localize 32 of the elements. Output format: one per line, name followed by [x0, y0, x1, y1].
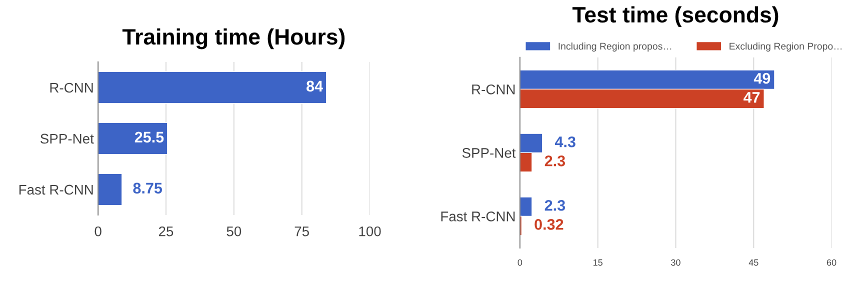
data-label: 84 — [306, 80, 323, 92]
data-label: 0.32 — [534, 219, 564, 230]
x-tick-label: 15 — [594, 259, 602, 266]
chart-title: Training time (Hours) — [122, 28, 345, 50]
data-label: 2.3 — [544, 155, 566, 166]
y-tick-label: R-CNN — [50, 82, 93, 93]
bar — [98, 173, 122, 206]
data-label: 4.3 — [554, 136, 576, 148]
legend-label: Including Region propos… — [558, 42, 672, 52]
data-label: 25.5 — [134, 132, 164, 143]
x-tick-label: 45 — [748, 259, 758, 266]
y-tick-label: R-CNN — [472, 84, 515, 94]
y-tick-label: SPP-Net — [40, 134, 94, 144]
x-tick-label: 25 — [158, 226, 174, 236]
x-tick-label: 100 — [359, 226, 381, 236]
data-label: 47 — [744, 92, 760, 103]
y-tick-label: Fast R-CNN — [441, 212, 515, 222]
x-tick-label: 30 — [671, 259, 680, 266]
data-label: 2.3 — [544, 200, 566, 211]
x-tick-label: 50 — [226, 226, 242, 236]
y-tick-label: SPP-Net — [462, 148, 516, 158]
bar — [98, 122, 168, 155]
data-label: 8.75 — [133, 182, 162, 194]
chart-title: Test time (seconds) — [572, 6, 778, 27]
y-tick-label: Fast R-CNN — [19, 184, 93, 195]
x-tick-label: 75 — [294, 226, 309, 236]
data-label: 49 — [754, 72, 770, 84]
x-tick-label: 0 — [518, 259, 522, 266]
x-tick-label: 0 — [94, 226, 102, 236]
legend-label: Excluding Region Propo… — [730, 42, 842, 52]
x-tick-label: 60 — [826, 259, 836, 266]
bar — [98, 71, 327, 104]
